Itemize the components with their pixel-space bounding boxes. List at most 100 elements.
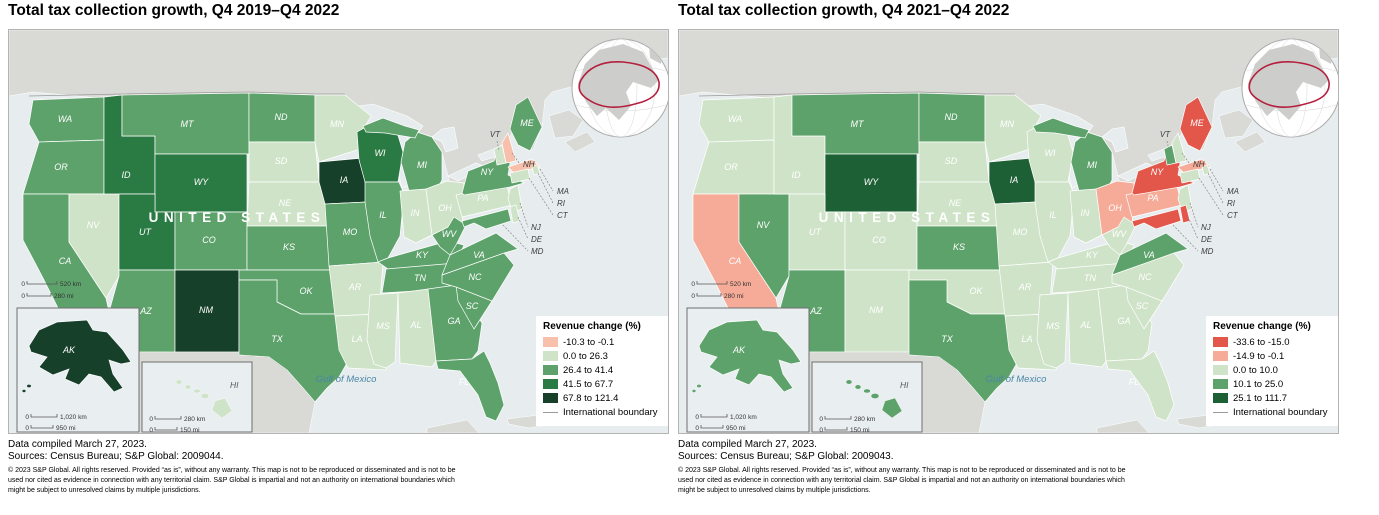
state-fl (1105, 350, 1175, 421)
globe-focus-outline (1248, 60, 1330, 108)
legend-item-label: 0.0 to 26.3 (563, 350, 608, 362)
state-label-wa: WA (58, 114, 72, 124)
state-label-hi: HI (230, 380, 239, 390)
scalebar-line (700, 424, 724, 428)
boundary-line-swatch (1213, 411, 1228, 413)
state-hi-island (845, 379, 853, 384)
scalebar-zero: 0 (691, 293, 695, 300)
state-label-mo: MO (343, 227, 358, 237)
state-label-ia: IA (1010, 175, 1019, 185)
map-frame: WA OR CA NV ID MT WY UT CO AZ NM ND SD NE KS OK TX MN IA MO… (8, 28, 669, 434)
state-label-ca: CA (59, 256, 72, 266)
state-label-or: OR (724, 162, 738, 172)
state-label-wa: WA (728, 114, 742, 124)
state-label-ca: CA (729, 256, 742, 266)
legend-item-label: 26.4 to 41.4 (563, 364, 614, 376)
state-label-nd: ND (945, 112, 958, 122)
state-ma (1177, 158, 1211, 173)
scalebar-zero: 0 (691, 281, 695, 288)
scalebar-line (696, 292, 722, 296)
legend-swatch (543, 379, 558, 390)
legend-item-label: 25.1 to 111.7 (1233, 392, 1288, 404)
state-label-mo: MO (1013, 227, 1028, 237)
state-label-ct: CT (557, 211, 569, 220)
international-boundary-line (698, 91, 1015, 96)
state-label-md: MD (531, 247, 544, 256)
legend-item: 0.0 to 26.3 (543, 351, 661, 362)
legend-item-boundary: International boundary (543, 407, 661, 418)
state-label-ok: OK (969, 286, 983, 296)
legend-swatch (1213, 393, 1228, 404)
legend-item: -14.9 to -0.1 (1213, 351, 1331, 362)
state-mi (1070, 131, 1113, 191)
state-label-sc: SC (1136, 301, 1149, 311)
state-md (461, 208, 512, 229)
scalebar-label: 150 mi (850, 427, 870, 433)
map-frame: WA OR CA NV ID MT WY UT CO AZ NM ND SD NE KS OK TX MN IA MO… (678, 28, 1339, 434)
state-label-ut: UT (139, 227, 152, 237)
state-label-pa: PA (1147, 193, 1158, 203)
state-label-ri: RI (1227, 199, 1236, 208)
map-legend: Revenue change (%) -33.6 to -15.0 -14.9 t… (1206, 315, 1338, 426)
state-label-il: IL (379, 210, 387, 220)
scalebar-label: 150 mi (180, 427, 200, 433)
state-label-ma: MA (1227, 187, 1239, 196)
state-label-nm: NM (869, 305, 883, 315)
state-label-wi: WI (375, 148, 386, 158)
legend-swatch (1213, 365, 1228, 376)
state-mi-part (362, 117, 420, 138)
scalebar-line (824, 415, 852, 419)
footnotes: Data compiled March 27, 2023. Sources: C… (678, 439, 1339, 496)
aleutian-island (22, 389, 26, 392)
state-label-in: IN (411, 208, 421, 218)
state-label-sd: SD (945, 156, 958, 166)
hawaii-inset-box (811, 361, 923, 433)
footnotes: Data compiled March 27, 2023. Sources: C… (8, 439, 669, 496)
legend-item: 25.1 to 111.7 (1213, 393, 1331, 404)
legend-item: -33.6 to -15.0 (1213, 337, 1331, 348)
map-panel-right: Total tax collection growth, Q4 2021–Q4 … (678, 2, 1339, 496)
state-label-co: CO (202, 235, 216, 245)
state-me (1179, 96, 1213, 151)
legend-item-label: 0.0 to 10.0 (1233, 364, 1278, 376)
legend-title: Revenue change (%) (543, 320, 641, 332)
state-label-ma: MA (557, 187, 569, 196)
footnote-copyright: © 2023 S&P Global. All rights reserved. … (8, 466, 456, 494)
state-label-or: OR (54, 162, 68, 172)
state-va (1111, 232, 1189, 275)
state-label-az: AZ (139, 306, 152, 316)
state-al (397, 288, 437, 367)
state-label-az: AZ (809, 306, 822, 316)
state-label-mt: MT (851, 119, 865, 129)
scalebar-line (696, 280, 728, 284)
scalebar-line (154, 415, 182, 419)
state-hi-island (854, 384, 862, 389)
footnote-copyright: © 2023 S&P Global. All rights reserved. … (678, 466, 1126, 494)
state-label-tx: TX (941, 334, 953, 344)
leader-line-nj (1189, 202, 1199, 227)
scalebar-label: 280 km (184, 416, 205, 423)
state-label-ny: NY (481, 167, 494, 177)
legend-item-label: 67.8 to 121.4 (563, 392, 619, 404)
state-hi-island (175, 379, 183, 384)
state-hi-island (881, 397, 903, 418)
state-label-in: IN (1081, 208, 1091, 218)
leader-line-ct (1198, 177, 1224, 215)
state-label-nj: NJ (1201, 223, 1212, 232)
scalebar-line (26, 280, 58, 284)
footnote-sources: Sources: Census Bureau; S&P Global: 2009… (678, 451, 894, 463)
state-ri (531, 164, 541, 175)
leader-line-md (1172, 224, 1199, 251)
state-label-nh: NH (523, 160, 535, 169)
state-label-ks: KS (283, 242, 295, 252)
legend-boundary-label: International boundary (1233, 406, 1328, 418)
legend-swatch (543, 393, 558, 404)
legend-swatch (1213, 351, 1228, 362)
scalebar-label: 950 mi (56, 425, 76, 432)
state-ak (28, 319, 132, 393)
legend-item-label: 41.5 to 67.7 (563, 378, 614, 390)
state-label-fl: FL (459, 377, 470, 387)
state-label-nc: NC (469, 272, 482, 282)
globe-north-america (578, 43, 659, 120)
